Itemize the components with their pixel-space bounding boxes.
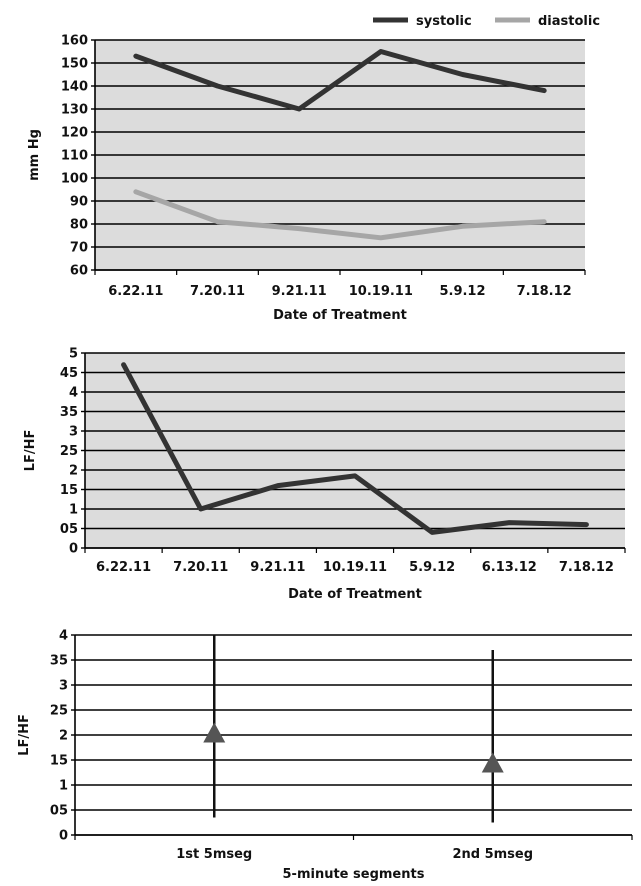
- x-tick-label: 6.22.11: [108, 284, 163, 299]
- y-tick-label: 35: [60, 405, 78, 420]
- y-tick-label: 1: [59, 779, 68, 794]
- y-tick-label: 3: [69, 425, 78, 440]
- x-tick-label: 7.18.12: [517, 284, 572, 299]
- y-tick-label: 80: [70, 218, 88, 233]
- y-tick-label: 100: [61, 172, 88, 187]
- legend-label: diastolic: [538, 14, 600, 29]
- y-axis-title: LF/HF: [17, 714, 32, 756]
- legend: systolic diastolic: [373, 14, 600, 29]
- x-tick-label: 6.13.12: [482, 560, 537, 575]
- x-tick-label: 10.19.11: [349, 284, 413, 299]
- chart-1: 60 70 80 90 100 110 120 130 140 150 160 6.22.11 7.20…: [27, 14, 600, 323]
- y-tick-label: 3: [59, 679, 68, 694]
- y-tick-label: 45: [60, 366, 78, 381]
- triangle-marker: [203, 722, 226, 743]
- x-tick-label: 7.20.11: [173, 560, 228, 575]
- x-tick-label: 5.9.12: [439, 284, 485, 299]
- y-tick-label: 70: [70, 241, 88, 256]
- y-tick-label: 35: [50, 654, 68, 669]
- y-tick-label: 15: [50, 754, 68, 769]
- y-axis-title: LF/HF: [23, 430, 38, 472]
- chart-2: 0 05 1 15 2 25 3 35 4 45 5 6.22.11 7.20.11 9.21.11 10.…: [23, 347, 626, 602]
- x-tick-label: 9.21.11: [272, 284, 327, 299]
- y-tick-label: 4: [59, 629, 68, 644]
- x-tick-label: 6.22.11: [96, 560, 151, 575]
- x-tick-label: 10.19.11: [323, 560, 387, 575]
- x-tick-label: 7.18.12: [559, 560, 614, 575]
- y-tick-label: 120: [61, 126, 88, 141]
- y-tick-label: 130: [61, 103, 88, 118]
- triangle-marker: [481, 752, 504, 773]
- x-tick-label: 2nd 5mseg: [452, 847, 533, 862]
- y-tick-label: 0: [59, 829, 68, 844]
- y-tick-label: 60: [70, 264, 88, 279]
- x-tick-label: 9.21.11: [250, 560, 305, 575]
- chart-3: 0 05 1 15 2 25 3 35 4 1st 5mseg 2nd 5mseg 5-minute …: [17, 629, 633, 882]
- y-tick-label: 05: [60, 522, 78, 537]
- y-tick-label: 160: [61, 34, 88, 49]
- y-axis-title: mm Hg: [27, 129, 42, 181]
- y-tick-label: 2: [69, 464, 78, 479]
- y-tick-label: 0: [69, 542, 78, 557]
- y-tick-label: 05: [50, 804, 68, 819]
- x-tick-label: 7.20.11: [190, 284, 245, 299]
- y-tick-label: 150: [61, 57, 88, 72]
- x-tick-label: 5.9.12: [409, 560, 455, 575]
- y-tick-label: 140: [61, 80, 88, 95]
- x-tick-label: 1st 5mseg: [176, 847, 252, 862]
- y-tick-label: 1: [69, 503, 78, 518]
- y-tick-label: 15: [60, 483, 78, 498]
- y-tick-label: 2: [59, 729, 68, 744]
- y-tick-label: 4: [69, 386, 78, 401]
- y-tick-label: 5: [69, 347, 78, 362]
- series-line-systolic: [133, 49, 547, 112]
- y-tick-label: 110: [61, 149, 88, 164]
- legend-label: systolic: [416, 14, 472, 29]
- x-axis-title: Date of Treatment: [288, 587, 422, 602]
- y-tick-label: 25: [50, 704, 68, 719]
- x-axis-title: Date of Treatment: [273, 308, 407, 323]
- series-line-diastolic: [133, 189, 547, 241]
- y-tick-label: 90: [70, 195, 88, 210]
- y-tick-label: 25: [60, 444, 78, 459]
- x-axis-title: 5-minute segments: [283, 867, 425, 882]
